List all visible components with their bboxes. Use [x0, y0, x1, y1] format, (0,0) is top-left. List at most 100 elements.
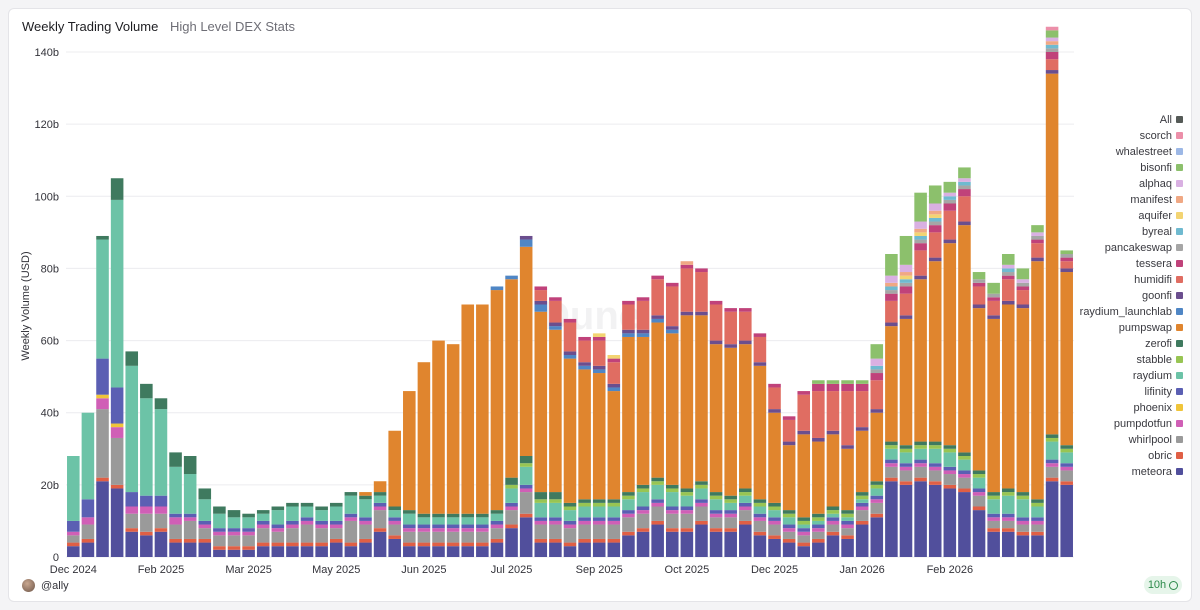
bar-segment-raydium [154, 409, 168, 496]
legend-item-pumpswap[interactable]: pumpswap [1119, 322, 1183, 334]
bar-segment-whirlpool [549, 524, 562, 539]
bar-segment-whirlpool [476, 531, 489, 543]
bar-segment-raydium [665, 492, 679, 507]
bar-segment-byreal [1001, 268, 1015, 273]
legend-item-aquifer[interactable]: aquifer [1138, 210, 1183, 222]
bar-segment-stabble [709, 495, 723, 500]
x-tick-label: Jan 2026 [840, 564, 885, 576]
bar-segment-raydium [899, 452, 913, 464]
bar-segment-raydium [1001, 495, 1015, 514]
legend-item-whalestreet[interactable]: whalestreet [1115, 146, 1183, 158]
bar-segment-raydium [1060, 452, 1073, 464]
legend-item-goonfi[interactable]: goonfi [1142, 290, 1183, 302]
bar-segment-meteora [709, 531, 723, 557]
bar-stack [315, 506, 328, 557]
bar-segment-obric [388, 535, 401, 539]
bar-segment-raydium [476, 517, 489, 525]
bar-segment-tessera [914, 243, 927, 251]
bar-segment-obric [140, 531, 153, 536]
bar-segment-stabble [549, 499, 562, 503]
legend-item-whirlpool[interactable]: whirlpool [1128, 434, 1183, 446]
bar-stack [198, 488, 212, 557]
bar-segment-goonfi [709, 340, 723, 345]
bar-stack [958, 167, 971, 557]
bar-segment-raydium_launchlab [622, 333, 635, 337]
bar-segment-zerofi [110, 178, 124, 200]
bar-segment-pumpdotfun [680, 510, 694, 514]
bar-segment-stabble [534, 499, 548, 503]
bar-segment-whirlpool [271, 531, 285, 543]
bar-segment-goonfi [855, 427, 869, 431]
legend-item-raydium[interactable]: raydium [1133, 370, 1183, 382]
legend-item-phoenix[interactable]: phoenix [1133, 402, 1183, 414]
legend-swatch [1176, 228, 1183, 235]
bar-segment-meteora [446, 546, 460, 557]
bar-segment-whirlpool [403, 531, 416, 543]
legend: All scorch whalestreet bisonfi alphaq manifes… [1080, 114, 1183, 478]
bar-segment-zerofi [885, 441, 898, 446]
refresh-badge[interactable]: 10h [1144, 576, 1182, 594]
bar-segment-meteora [242, 549, 255, 557]
bar-segment-meteora [81, 542, 95, 557]
legend-item-humidifi[interactable]: humidifi [1134, 274, 1183, 286]
bar-segment-meteora [563, 546, 577, 557]
bar-segment-lifinity [972, 488, 986, 493]
bar-segment-bisonfi [1001, 254, 1015, 265]
legend-item-zerofi[interactable]: zerofi [1145, 338, 1183, 350]
bar-stack [739, 308, 752, 557]
bar-stack [578, 336, 591, 557]
bar-segment-lifinity [227, 528, 241, 532]
legend-item-lifinity[interactable]: lifinity [1144, 386, 1183, 398]
bar-segment-whirlpool [140, 513, 153, 532]
legend-item-pancakeswap[interactable]: pancakeswap [1105, 242, 1183, 254]
legend-item-byreal[interactable]: byreal [1142, 226, 1183, 238]
bar-segment-humidifi [636, 300, 650, 330]
bar-segment-obric [169, 538, 182, 543]
bar-segment-whirlpool [782, 531, 796, 539]
bar-segment-pumpswap [359, 492, 372, 496]
bar-segment-stabble [665, 488, 679, 493]
bar-segment-pumpswap [782, 445, 796, 511]
bar-segment-meteora [1045, 481, 1059, 557]
legend-item-bisonfi[interactable]: bisonfi [1140, 162, 1183, 174]
author[interactable]: @ally [22, 579, 69, 592]
legend-item-tessera[interactable]: tessera [1136, 258, 1183, 270]
bar-segment-meteora [373, 531, 387, 557]
bar-segment-zerofi [286, 502, 299, 507]
bar-segment-meteora [958, 492, 971, 557]
bar-segment-lifinity [1016, 517, 1030, 521]
legend-item-pumpdotfun[interactable]: pumpdotfun [1114, 418, 1183, 430]
legend-item-meteora[interactable]: meteora [1132, 466, 1183, 478]
bar-segment-tessera [695, 268, 708, 273]
bar-segment-raydium [519, 466, 533, 485]
bar-segment-pumpdotfun [636, 510, 650, 514]
legend-item-stabble[interactable]: stabble [1137, 354, 1183, 366]
bar-segment-zerofi [636, 484, 650, 489]
bar-segment-lifinity [592, 517, 606, 521]
bar-stack [549, 297, 562, 557]
bar-segment-zerofi [417, 513, 431, 518]
bar-segment-zerofi [534, 492, 548, 500]
legend-item-manifest[interactable]: manifest [1130, 194, 1183, 206]
bar-segment-meteora [797, 546, 811, 557]
legend-item-obric[interactable]: obric [1148, 450, 1183, 462]
bar-segment-pumpdotfun [213, 531, 226, 536]
bar-segment-tessera [1031, 239, 1044, 244]
bar-stack [242, 513, 255, 557]
bar-segment-meteora [972, 510, 986, 557]
legend-item-All[interactable]: All [1160, 114, 1183, 126]
legend-item-alphaq[interactable]: alphaq [1139, 178, 1183, 190]
legend-item-raydium-launchlab[interactable]: raydium_launchlab [1080, 306, 1183, 318]
bar-segment-obric [67, 542, 80, 547]
bar-segment-pumpdotfun [753, 517, 767, 521]
bar-stack [841, 380, 854, 557]
bar-segment-stabble [943, 448, 957, 453]
bar-segment-pumpswap [490, 290, 504, 511]
bar-segment-meteora [359, 542, 372, 557]
bar-segment-tessera [622, 300, 635, 305]
bar-segment-whirlpool [169, 524, 182, 539]
legend-item-scorch[interactable]: scorch [1140, 130, 1183, 142]
chart-subtitle[interactable]: High Level DEX Stats [169, 19, 295, 34]
bar-segment-pumpdotfun [826, 520, 840, 525]
bar-stack [592, 333, 606, 557]
